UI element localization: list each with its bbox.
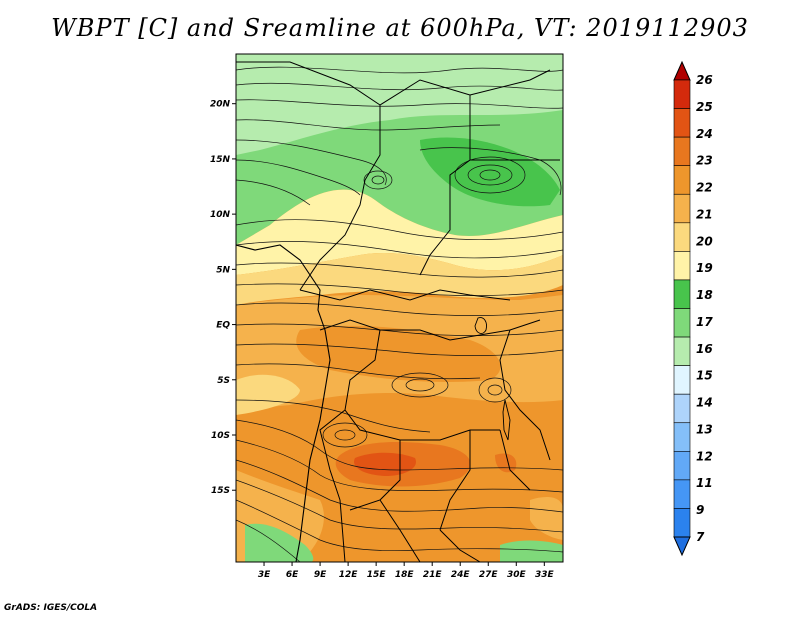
lon-tick-label: 3E (258, 570, 271, 580)
colorbar-swatch (673, 279, 691, 309)
grads-credit: GrADS: IGES/COLA (4, 603, 98, 613)
map-title: WBPT [C] and Sreamline at 600hPa, VT: 20… (51, 14, 749, 42)
colorbar-bottom-arrow (673, 536, 691, 557)
colorbar-level-label: 17 (696, 315, 713, 329)
colorbar-swatch (673, 393, 691, 424)
lon-tick-label: 15E (367, 570, 387, 580)
colorbar-swatch (673, 508, 691, 538)
map-frame (235, 53, 564, 563)
colorbar-swatch (673, 108, 691, 138)
lon-tick-label: 21E (423, 570, 443, 580)
colorbar-level-label: 21 (696, 207, 713, 221)
lat-tick-label: 5N (216, 265, 230, 275)
colorbar-swatch (673, 451, 691, 481)
colorbar-swatch (673, 479, 691, 509)
colorbar-swatch (673, 193, 691, 224)
colorbar-level-label: 24 (696, 127, 713, 141)
lon-tick-label: 12E (339, 570, 359, 580)
colorbar-swatch (673, 308, 691, 338)
colorbar-swatch (673, 422, 691, 452)
colorbar-swatch (673, 336, 691, 366)
colorbar-level-label: 23 (696, 154, 713, 168)
coastline (236, 244, 331, 562)
lon-tick-label: 27E (479, 570, 499, 580)
colorbar-level-label: 14 (696, 396, 713, 410)
lon-tick-label: 9E (314, 570, 327, 580)
lon-tick-label: 33E (535, 570, 555, 580)
colorbar-level-label: 13 (696, 422, 713, 436)
lon-tick-label: 24E (451, 570, 471, 580)
lake-outline-2 (502, 399, 511, 441)
country-borders (236, 61, 560, 562)
colorbar-swatch (673, 79, 691, 109)
colorbar-level-label: 19 (696, 261, 713, 275)
lat-tick-label: 5S (217, 376, 230, 386)
colorbar-swatch (673, 365, 691, 395)
streamlines (236, 66, 563, 562)
colorbar-swatch (673, 222, 691, 252)
colorbar-level-label: 7 (696, 530, 705, 544)
colorbar-level-label: 25 (696, 100, 713, 114)
colorbar-level-label: 12 (696, 449, 713, 463)
colorbar-level-label: 9 (696, 503, 704, 517)
lake-outline (474, 317, 487, 334)
colorbar-level-label: 18 (696, 288, 713, 302)
lat-tick-label: 20N (210, 100, 231, 110)
colorbar-swatch (673, 165, 691, 195)
colorbar-swatch (673, 251, 691, 281)
lon-tick-label: 6E (286, 570, 299, 580)
colorbar-level-label: 22 (696, 181, 713, 195)
colorbar-level-label: 20 (696, 234, 713, 248)
colorbar-level-label: 15 (696, 369, 713, 383)
colorbar-level-label: 11 (696, 476, 713, 490)
colorbar-top-arrow (673, 60, 691, 81)
lat-tick-label: EQ (216, 321, 230, 331)
wbpt-shading (236, 54, 563, 562)
lat-tick-label: 15N (210, 155, 231, 165)
lat-tick-label: 10N (210, 210, 231, 220)
lat-tick-label: 15S (211, 486, 230, 496)
latitude-axis: 20N 15N 10N 5N EQ 5S 10S 15S (210, 100, 236, 496)
lon-tick-label: 30E (507, 570, 527, 580)
colorbar-level-label: 16 (696, 342, 713, 356)
colorbar: 7 9 11 12 13 14 15 16 17 18 19 20 21 22 23 24 25 26 (673, 60, 713, 557)
longitude-axis: 3E 6E 9E 12E 15E 18E 21E 24E 27E 30E 33E (258, 562, 555, 580)
lon-tick-label: 18E (395, 570, 415, 580)
colorbar-level-label: 26 (696, 73, 713, 87)
colorbar-swatch (673, 136, 691, 166)
lat-tick-label: 10S (211, 431, 230, 441)
